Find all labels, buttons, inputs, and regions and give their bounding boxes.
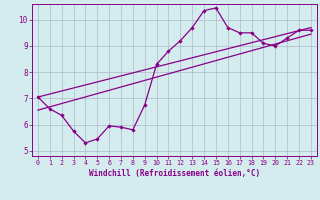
X-axis label: Windchill (Refroidissement éolien,°C): Windchill (Refroidissement éolien,°C) [89,169,260,178]
